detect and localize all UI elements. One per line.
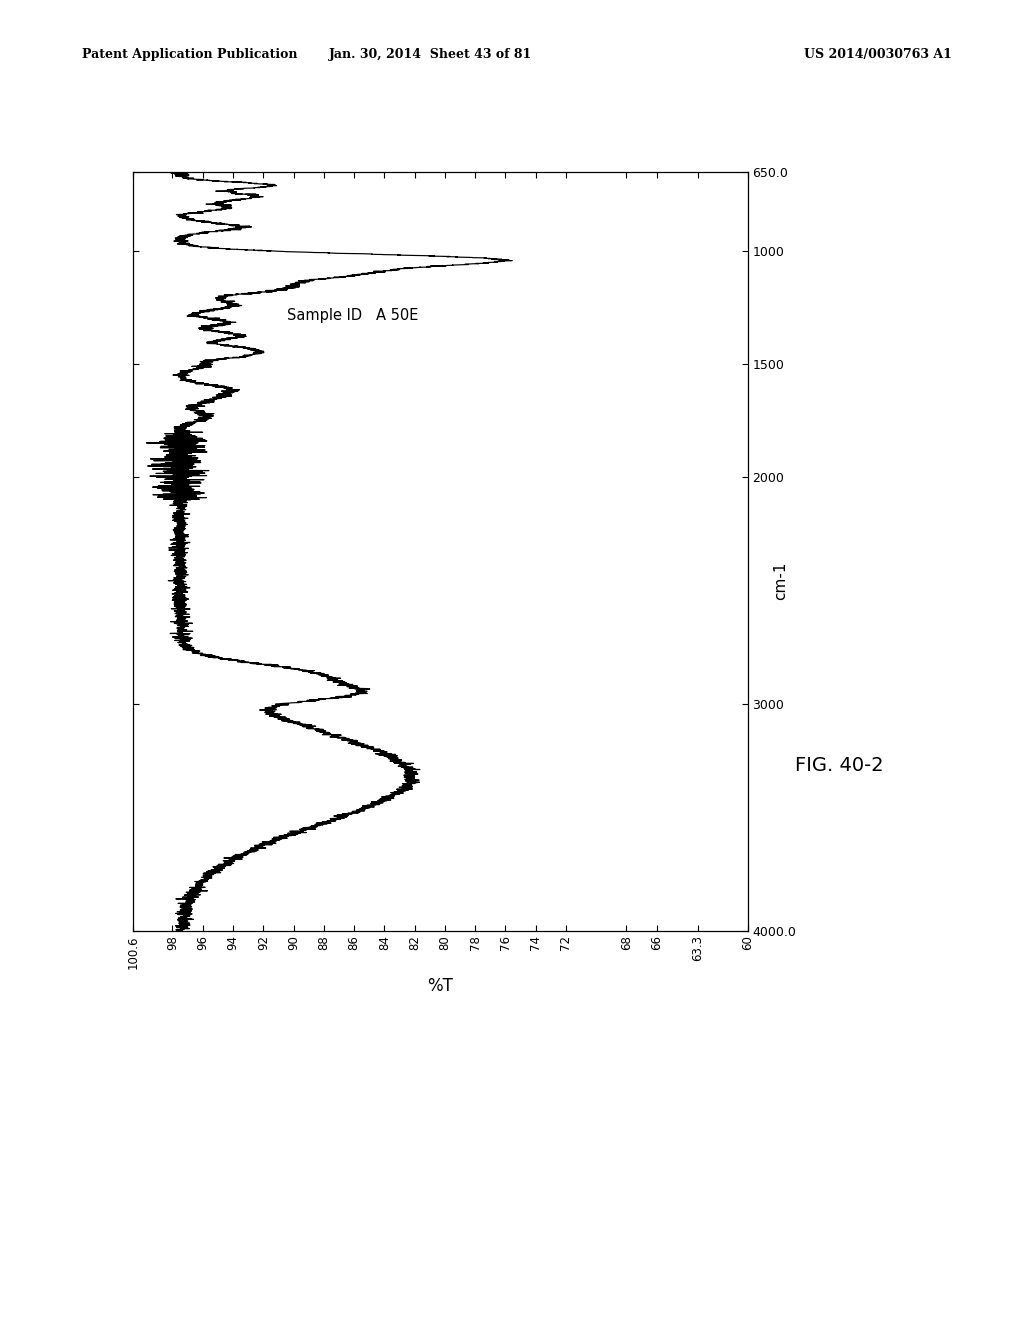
Text: cm-1: cm-1 xyxy=(773,561,788,601)
Text: US 2014/0030763 A1: US 2014/0030763 A1 xyxy=(805,48,952,61)
Text: Sample ID   A 50E: Sample ID A 50E xyxy=(287,309,418,323)
Text: FIG. 40-2: FIG. 40-2 xyxy=(796,756,884,775)
Text: Jan. 30, 2014  Sheet 43 of 81: Jan. 30, 2014 Sheet 43 of 81 xyxy=(329,48,531,61)
X-axis label: %T: %T xyxy=(427,977,454,995)
Text: Patent Application Publication: Patent Application Publication xyxy=(82,48,297,61)
